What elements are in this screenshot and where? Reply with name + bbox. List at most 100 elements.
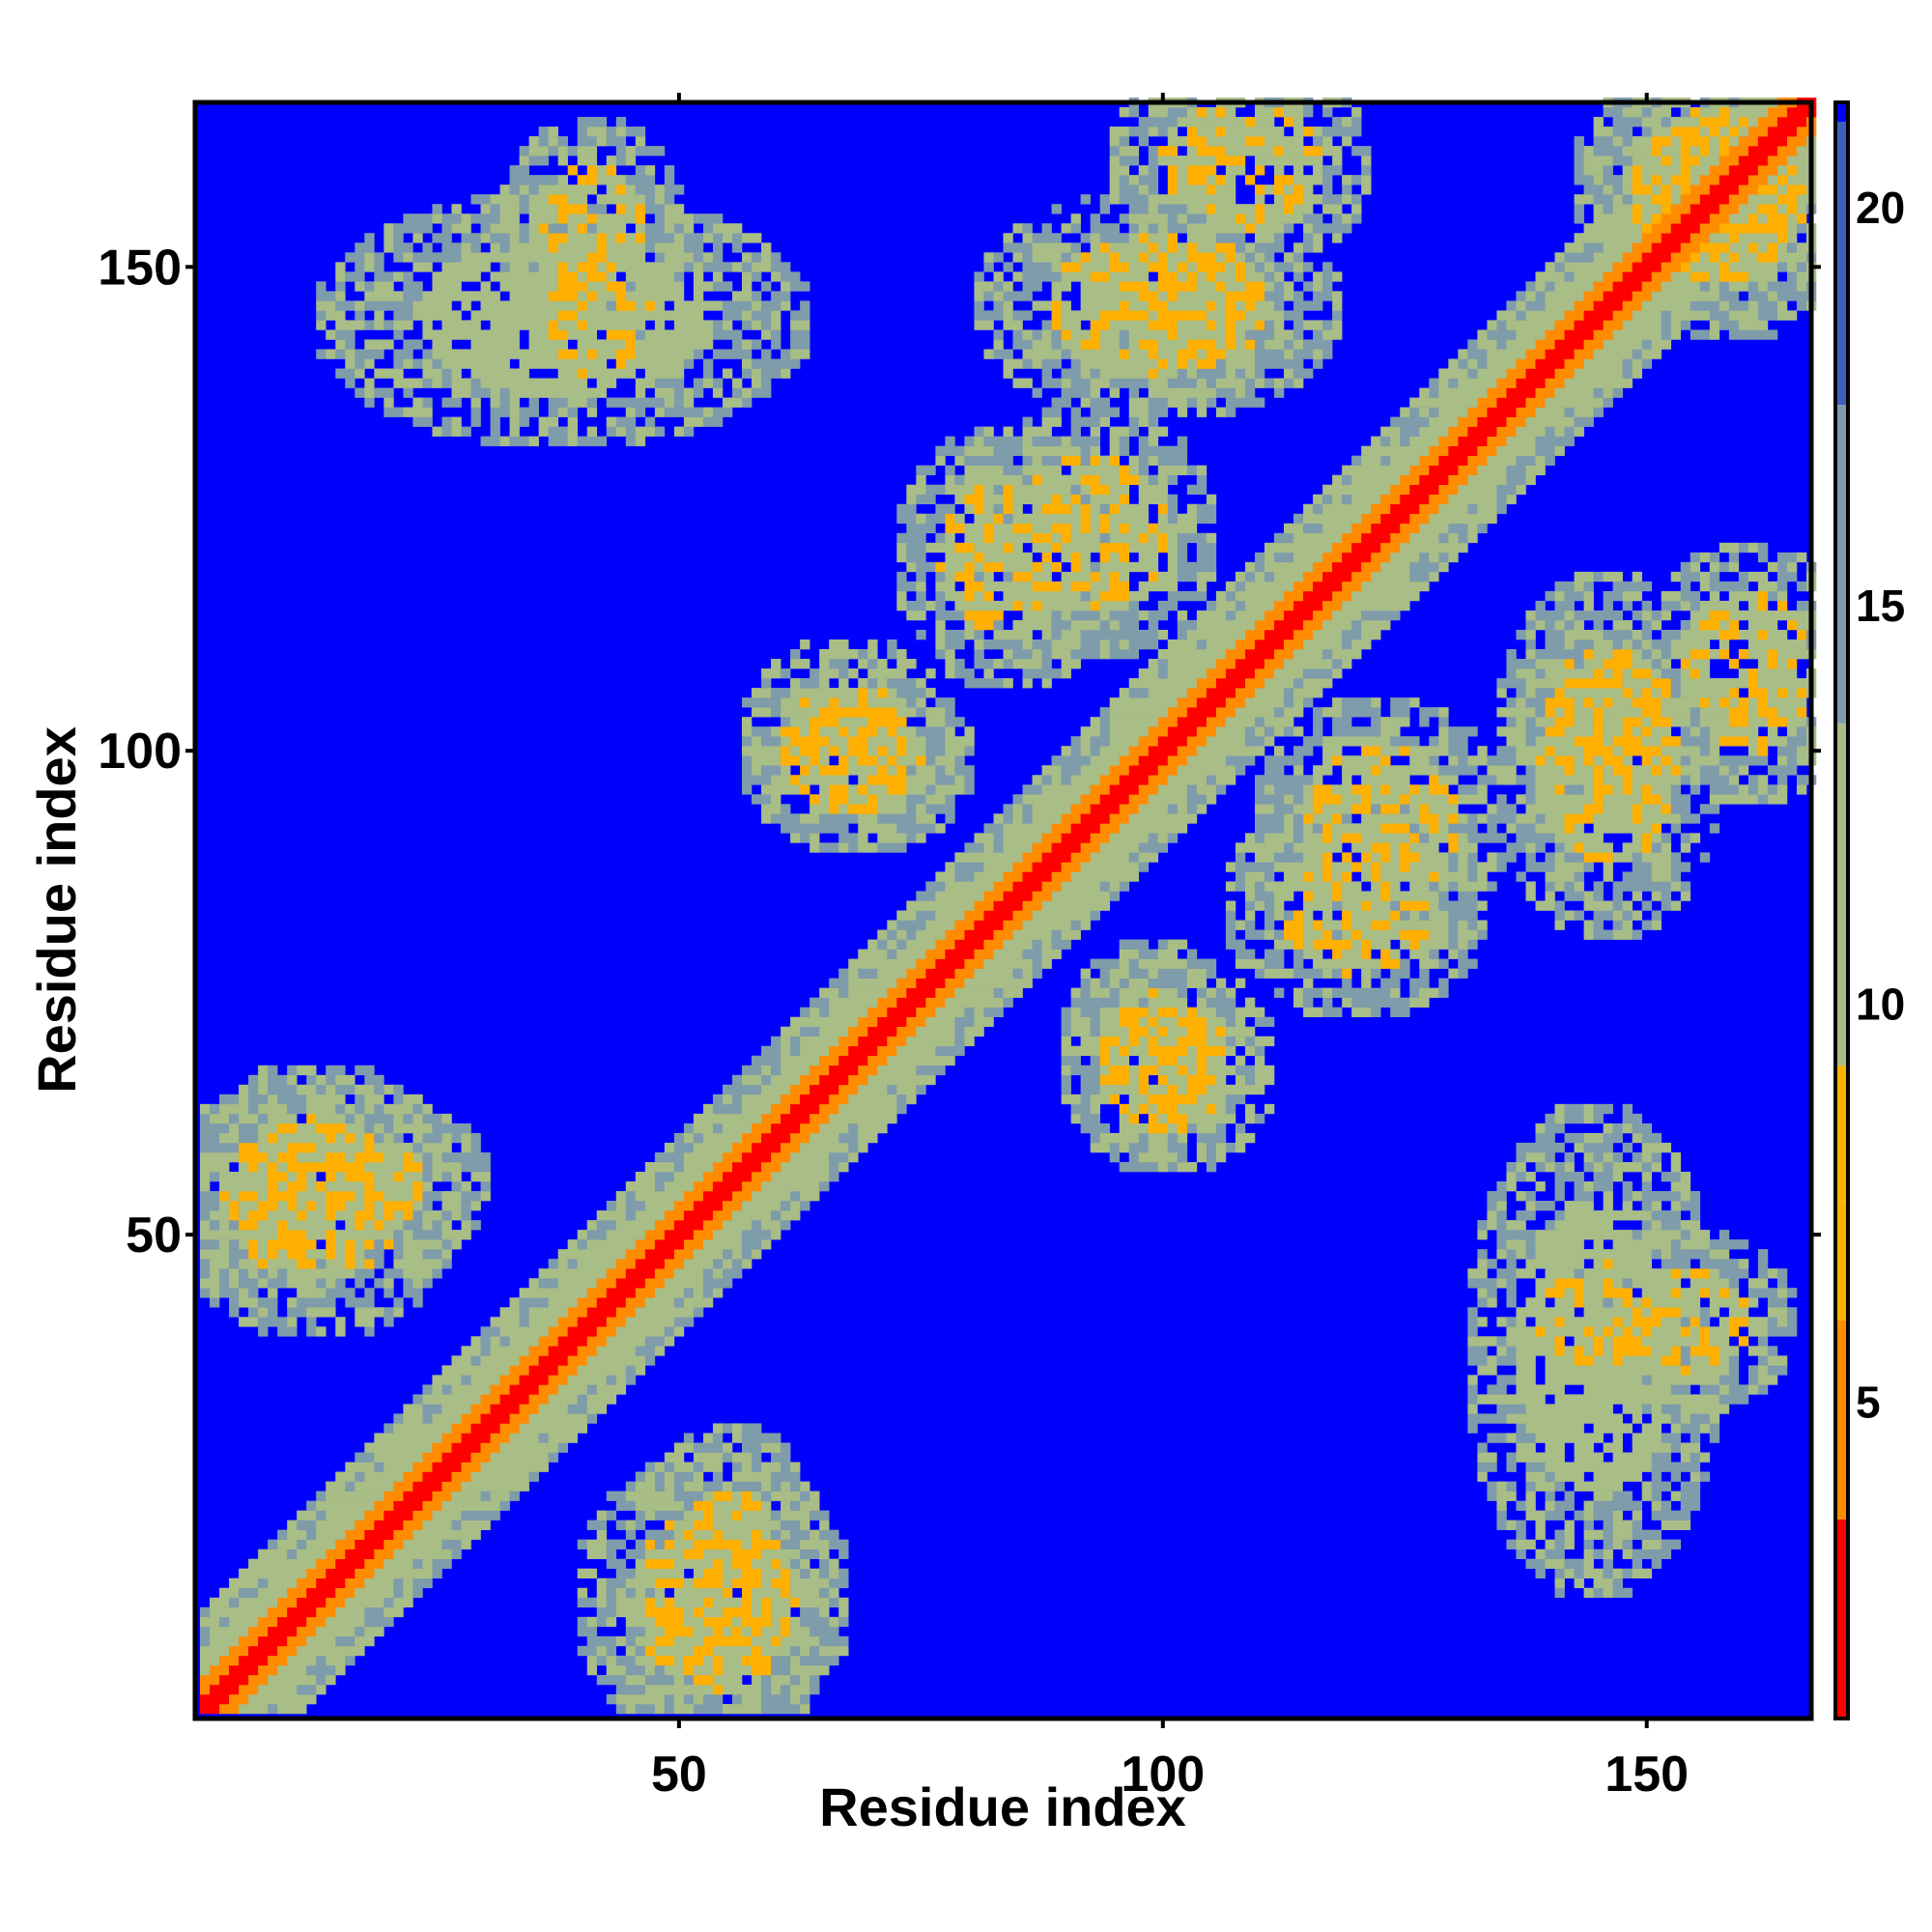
heatmap-cell	[1032, 804, 1071, 814]
heatmap-cell	[403, 387, 413, 398]
heatmap-cell	[1313, 358, 1323, 369]
heatmap-cell	[1661, 262, 1682, 272]
heatmap-cell	[664, 1703, 675, 1715]
heatmap-cell	[935, 610, 965, 621]
heatmap-cell	[1776, 291, 1817, 301]
heatmap-cell	[742, 310, 753, 321]
heatmap-cell	[287, 1161, 365, 1173]
heatmap-cell	[752, 291, 762, 301]
heatmap-cell	[1012, 378, 1033, 388]
heatmap-cell	[1680, 1230, 1691, 1240]
heatmap-cell	[1109, 552, 1121, 563]
heatmap-cell	[1593, 1181, 1613, 1192]
heatmap-cell	[916, 465, 936, 475]
heatmap-cell	[896, 997, 926, 1008]
heatmap-cell	[1767, 736, 1788, 747]
heatmap-cell	[848, 784, 859, 795]
heatmap-cell	[1593, 387, 1604, 398]
heatmap-cell	[1012, 310, 1033, 321]
heatmap-cell	[790, 1587, 820, 1599]
heatmap-cell	[297, 1577, 317, 1589]
heatmap-cell	[1593, 765, 1604, 776]
heatmap-cell	[441, 1113, 452, 1124]
heatmap-cell	[1448, 358, 1459, 369]
heatmap-cell	[1603, 571, 1623, 582]
heatmap-cell	[335, 329, 355, 340]
heatmap-cell	[954, 668, 975, 679]
heatmap-cell	[1284, 910, 1294, 921]
heatmap-cell	[1438, 552, 1449, 563]
heatmap-cell	[810, 1132, 839, 1144]
heatmap-cell	[490, 397, 500, 408]
heatmap-cell	[1342, 474, 1352, 486]
heatmap-cell	[1583, 1113, 1594, 1124]
heatmap-cell	[355, 1452, 375, 1463]
heatmap-cell	[781, 1568, 791, 1579]
heatmap-cell	[752, 1539, 781, 1549]
heatmap-cell	[742, 697, 781, 708]
heatmap-cell	[1380, 436, 1391, 446]
heatmap-cell	[432, 1375, 462, 1385]
heatmap-cell	[693, 1471, 704, 1482]
heatmap-cell	[654, 252, 666, 263]
heatmap-cell	[1554, 1113, 1565, 1124]
heatmap-cell	[1641, 755, 1653, 766]
heatmap-cell	[1632, 358, 1642, 369]
heatmap-cell	[422, 1142, 452, 1153]
heatmap-cell	[567, 329, 598, 340]
heatmap-cell	[1342, 629, 1362, 640]
heatmap-cell	[693, 262, 704, 272]
heatmap-cell	[896, 581, 917, 592]
heatmap-cell	[1622, 746, 1662, 756]
heatmap-cell	[1709, 746, 1720, 756]
heatmap-cell	[200, 1703, 220, 1715]
heatmap-cell	[1506, 697, 1517, 708]
heatmap-cell	[1206, 494, 1217, 505]
heatmap-cell	[1332, 474, 1343, 486]
heatmap-cell	[1361, 929, 1401, 940]
heatmap-cell	[1632, 765, 1653, 776]
heatmap-cell	[722, 1268, 743, 1279]
heatmap-cell	[974, 320, 994, 330]
heatmap-cell	[983, 252, 994, 263]
heatmap-cell	[1690, 1413, 1711, 1424]
heatmap-cell	[1371, 842, 1391, 853]
heatmap-cell	[1003, 833, 1042, 843]
heatmap-cell	[615, 1259, 637, 1269]
heatmap-cell	[1747, 1288, 1778, 1298]
heatmap-cell	[1177, 629, 1188, 640]
heatmap-cell	[702, 1655, 714, 1666]
heatmap-cell	[1661, 1539, 1682, 1549]
heatmap-cell	[1284, 368, 1294, 379]
heatmap-cell	[200, 1171, 211, 1182]
heatmap-cell	[664, 1326, 675, 1337]
heatmap-cell	[374, 1259, 384, 1269]
heatmap-cell	[771, 813, 801, 824]
heatmap-cell	[1651, 1471, 1662, 1482]
heatmap-cell	[1313, 281, 1323, 292]
heatmap-cell	[654, 300, 666, 311]
heatmap-cell	[1409, 833, 1420, 843]
heatmap-cell	[742, 1510, 772, 1520]
heatmap-cell	[1747, 1278, 1769, 1289]
heatmap-cell	[945, 571, 955, 582]
heatmap-cell	[1322, 571, 1352, 582]
heatmap-cell	[1167, 503, 1179, 515]
heatmap-cell	[635, 1288, 656, 1298]
heatmap-cell	[1032, 649, 1042, 660]
heatmap-cell	[509, 1297, 520, 1308]
heatmap-cell	[644, 1548, 685, 1560]
heatmap-cell	[1776, 262, 1788, 272]
heatmap-cell	[1583, 1142, 1613, 1153]
heatmap-cell	[1284, 378, 1294, 388]
heatmap-cell	[1554, 717, 1575, 727]
heatmap-cell	[752, 1122, 772, 1134]
heatmap-cell	[1167, 1142, 1188, 1153]
heatmap-cell	[615, 1520, 627, 1530]
heatmap-cell	[1235, 600, 1246, 611]
heatmap-cell	[1206, 320, 1217, 330]
heatmap-cell	[432, 378, 442, 388]
heatmap-cell	[1583, 920, 1594, 930]
heatmap-cell	[819, 784, 830, 795]
heatmap-cell	[761, 804, 781, 814]
